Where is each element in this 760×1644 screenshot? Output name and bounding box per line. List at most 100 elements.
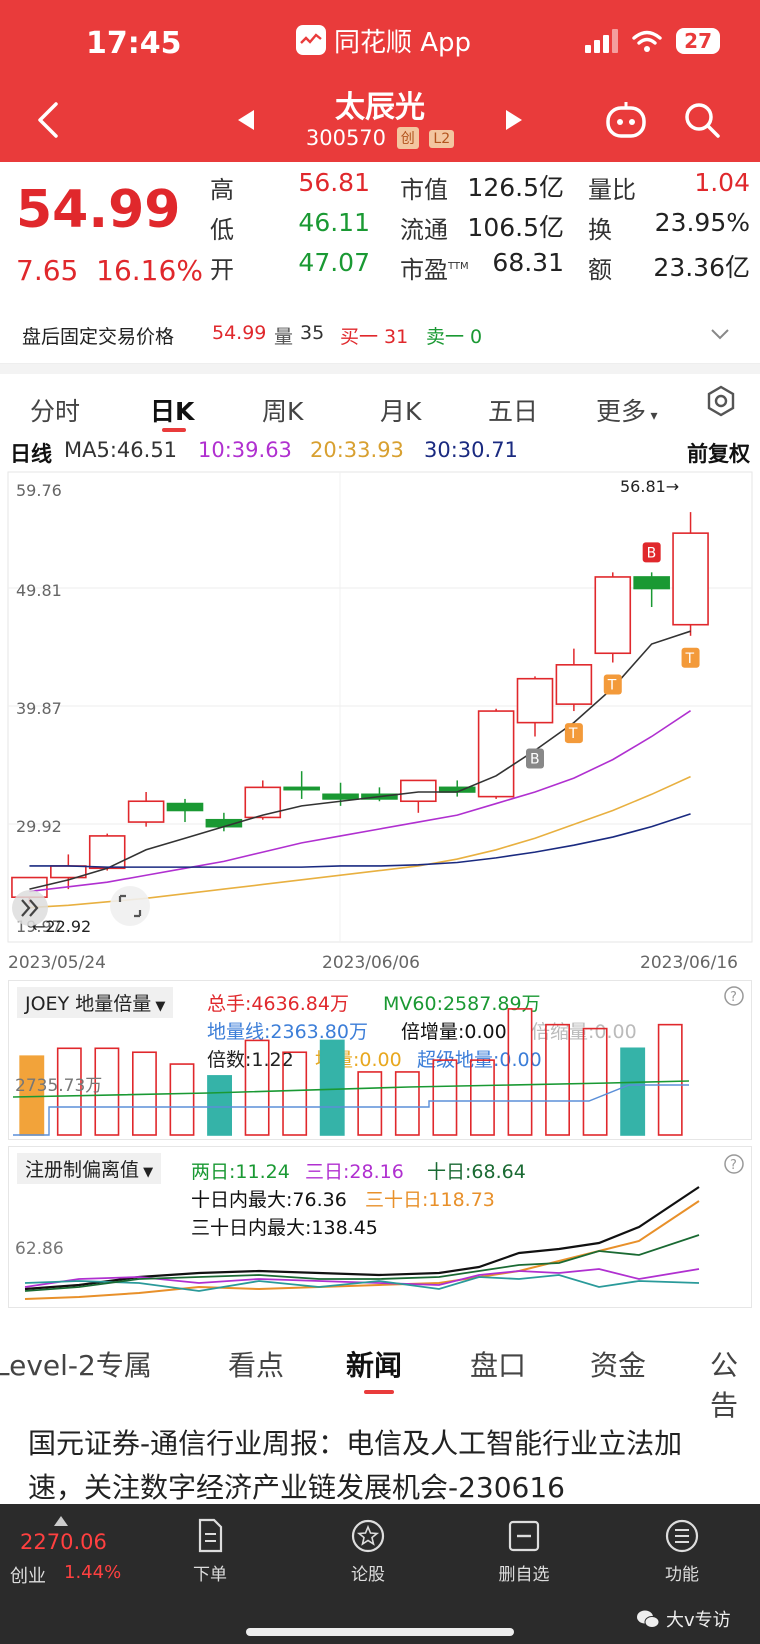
nav-order[interactable]: 下单 (160, 1518, 260, 1585)
status-app-name: 同花顺 App (334, 27, 472, 58)
signal-marker[interactable] (681, 647, 700, 668)
ma-period-label: 日线 (10, 442, 52, 466)
news-headline[interactable]: 国元证券-通信行业周报：电信及人工智能行业立法加速，关注数字经济产业链发展机会-… (28, 1427, 683, 1504)
tab-five-day[interactable]: 五日 (488, 397, 539, 426)
deviation-chart (24, 1186, 700, 1300)
tab-funds[interactable]: 资金 (590, 1349, 647, 1382)
tab-daily-k[interactable]: 日K (150, 397, 195, 426)
signal-marker[interactable] (603, 674, 622, 695)
price-change: 7.65 16.16% (16, 254, 203, 287)
level2-tag: L2 (429, 130, 455, 148)
dev-line-30day (24, 1200, 700, 1300)
tab-highlights[interactable]: 看点 (228, 1349, 285, 1382)
tab-news[interactable]: 新闻 (346, 1349, 403, 1382)
tab-more[interactable]: 更多 ▾ (596, 397, 658, 426)
tab-announcements[interactable]: 公告 (710, 1349, 739, 1422)
open-label: 开 (210, 256, 234, 284)
change-value: 7.65 (16, 254, 79, 287)
tab-level2[interactable]: Level-2专属 (0, 1349, 152, 1382)
help-icon[interactable]: ? (723, 985, 745, 1007)
search-icon[interactable] (682, 100, 722, 140)
ma10-line (29, 710, 691, 893)
settings-icon[interactable] (704, 384, 738, 418)
dev-axis-label: 62.86 (15, 1239, 64, 1259)
status-app[interactable]: 同花顺 App (296, 20, 471, 60)
volume-bar (357, 1071, 383, 1136)
joey-title[interactable]: JOEY 地量倍量 ▼ (17, 987, 174, 1018)
afterhours-row[interactable]: 盘后固定交易价格 54.99 量 35 买一 31 卖一 0 (0, 306, 760, 364)
dev-line-2day (24, 1274, 700, 1292)
chevron-down-icon[interactable] (710, 328, 730, 340)
tab-monthly-k[interactable]: 月K (380, 397, 422, 426)
candle-body[interactable] (127, 800, 165, 823)
candle-body[interactable] (672, 532, 709, 626)
adjust-label[interactable]: 前复权 (687, 442, 750, 466)
help-icon[interactable]: ? (723, 1153, 745, 1175)
prev-stock-icon[interactable] (236, 108, 256, 132)
tab-weekly-k[interactable]: 周K (262, 397, 304, 426)
nav-functions[interactable]: 功能 (632, 1518, 732, 1585)
candle-body[interactable] (594, 576, 632, 655)
index-percent: 1.44% (64, 1562, 122, 1583)
robot-assistant-icon[interactable] (604, 100, 648, 140)
dev-10day: 十日:68.64 (427, 1161, 526, 1183)
deviation-title[interactable]: 注册制偏离值 ▼ (17, 1153, 162, 1184)
signal-marker[interactable] (526, 748, 544, 769)
x-tick: 2023/06/06 (322, 953, 420, 973)
section-divider (0, 364, 760, 374)
candles-group (11, 512, 709, 904)
ma30-label: 30:30.71 (424, 438, 518, 462)
signal-marker[interactable] (642, 542, 661, 563)
volume-bar (169, 1063, 195, 1136)
candle-body[interactable] (166, 802, 204, 812)
signal-marker-label: T (568, 726, 578, 742)
float-label: 流通 (400, 216, 448, 244)
afterhours-vol-label: 量 (274, 326, 294, 348)
candle-body[interactable] (516, 677, 554, 724)
candle-body[interactable] (633, 576, 670, 590)
next-stock-icon[interactable] (504, 108, 524, 132)
fullscreen-icon[interactable] (110, 886, 150, 926)
joey-mv60: MV60:2587.89万 (383, 993, 541, 1015)
nav-remove-watchlist[interactable]: 删自选 (474, 1518, 574, 1585)
chart-tabs: 分时 日K 周K 月K 五日 更多 ▾ (0, 374, 760, 440)
up-arrow-icon (54, 1516, 68, 1526)
kline-frame (7, 471, 753, 943)
status-icons: 27 (585, 28, 720, 54)
expand-left-icon[interactable] (12, 890, 48, 926)
order-icon (198, 1518, 223, 1553)
candle-body[interactable] (400, 779, 437, 803)
index-value[interactable]: 2270.06 (20, 1530, 107, 1554)
nav-remove-watchlist-label: 删自选 (498, 1565, 550, 1585)
svg-text:?: ? (730, 1158, 737, 1173)
watermark: 大v专访 (636, 1606, 731, 1632)
joey-bz: 倍增量:0.00 (401, 1021, 507, 1043)
candle-body[interactable] (88, 835, 126, 870)
y-tick: 59.76 (16, 481, 62, 500)
menu-icon (665, 1519, 699, 1553)
joey-axis-label: 2735.73万 (15, 1076, 103, 1096)
dev-line-3day (24, 1268, 700, 1288)
candle-body[interactable] (477, 710, 515, 798)
joey-dl-line: 地量线:2363.80万 (207, 1021, 368, 1043)
tab-orderbook[interactable]: 盘口 (470, 1349, 527, 1382)
candle-body[interactable] (283, 786, 320, 791)
afterhours-label: 盘后固定交易价格 (22, 326, 175, 348)
quote-panel: 54.99 7.65 16.16% 高 56.81 低 46.11 开 47.0… (0, 162, 760, 304)
volume-bar (657, 1023, 683, 1136)
ma-legend: 日线 MA5:46.51 10:39.63 20:33.93 30:30.71 … (0, 438, 760, 470)
candle-body[interactable] (555, 664, 593, 705)
signal-marker[interactable] (564, 723, 583, 744)
x-tick: 2023/06/16 (640, 953, 738, 973)
y-tick: 39.87 (16, 699, 62, 718)
high-label: 高 (210, 176, 234, 204)
nav-discuss[interactable]: 论股 (318, 1518, 418, 1585)
signal-marker-label: B (647, 545, 657, 561)
stock-code: 300570 (305, 126, 387, 150)
back-icon[interactable] (34, 100, 64, 140)
candle-body[interactable] (322, 793, 359, 800)
tab-intraday[interactable]: 分时 (30, 397, 81, 426)
bottom-nav: 2270.06 创业 1.44% 下单 论股 删自选 (0, 1504, 760, 1644)
discuss-icon (351, 1519, 385, 1553)
